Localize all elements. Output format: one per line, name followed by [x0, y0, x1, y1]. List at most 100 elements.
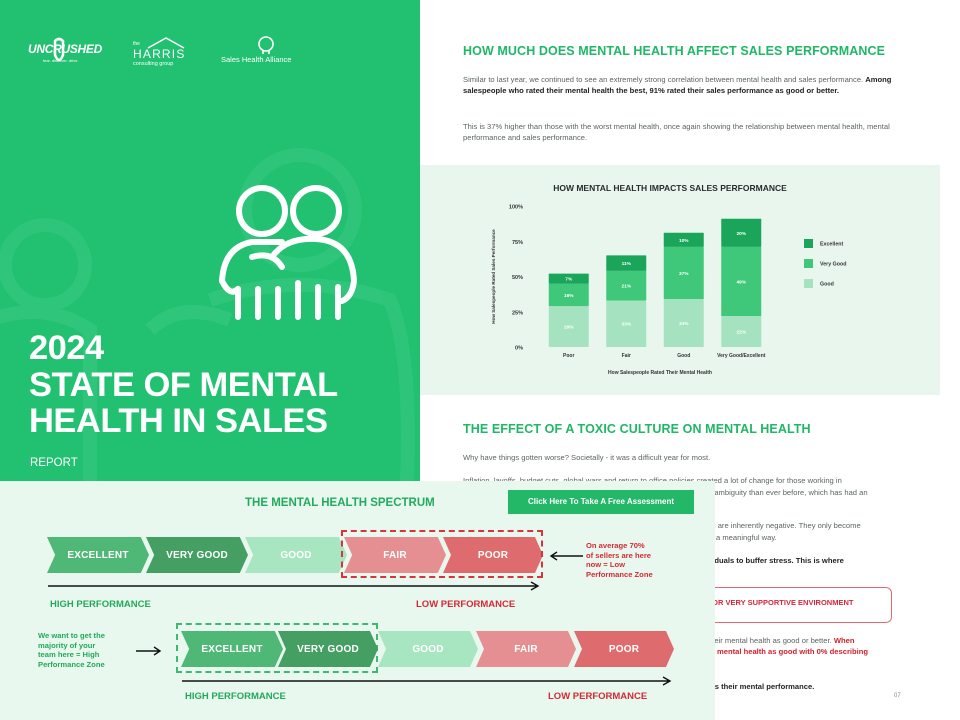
bar-segment	[548, 306, 589, 347]
bar-segment	[663, 246, 704, 300]
uncrushed-tagline: fear. discover. drive.	[43, 58, 79, 63]
bar-segment	[606, 255, 647, 271]
row2-very-good-chevron: VERY GOOD	[278, 631, 378, 667]
bar-segment	[721, 218, 762, 247]
free-assessment-button[interactable]: Click Here To Take A Free Assessment	[508, 490, 694, 514]
bar-segment	[606, 300, 647, 347]
bar-segment	[721, 246, 762, 316]
spectrum-title: THE MENTAL HEALTH SPECTRUM	[245, 497, 435, 509]
supportive-environment-callout: IVE OR VERY SUPPORTIVE ENVIRONMENT	[690, 587, 892, 623]
row1-left-arrow-icon	[549, 551, 583, 561]
row2-note-line-1: We want to get the	[38, 631, 105, 640]
row1-low-performance-label: LOW PERFORMANCE	[416, 599, 516, 610]
y-tick-label: 25%	[512, 310, 523, 316]
bar-segment	[606, 270, 647, 301]
legend-label: Very Good	[820, 262, 847, 268]
row2-high-performance-label: HIGH PERFORMANCE	[185, 691, 286, 702]
bar-value-label: 34%	[679, 321, 689, 327]
row2-good-chevron: GOOD	[378, 631, 478, 667]
bar-segment	[663, 299, 704, 347]
bar-value-label: 33%	[621, 322, 631, 328]
row2-fair-chevron: FAIR	[476, 631, 576, 667]
row1-note: On average 70% of sellers are here now =…	[586, 541, 653, 579]
bar-value-label: 29%	[564, 325, 574, 331]
row2-low-performance-label: LOW PERFORMANCE	[548, 691, 648, 702]
row1-very-good-chevron: VERY GOOD	[146, 537, 248, 573]
row1-excellent-chevron: EXCELLENT	[47, 537, 149, 573]
y-tick-label: 50%	[512, 275, 523, 281]
cover-title-year: 2024	[29, 329, 104, 367]
row1-note-line-4: Performance Zone	[586, 569, 653, 579]
legend-label: Excellent	[820, 242, 843, 248]
x-tick-label: Fair	[622, 353, 631, 359]
bar-segment	[663, 232, 704, 247]
section-title-performance: HOW MUCH DOES MENTAL HEALTH AFFECT SALES…	[463, 44, 886, 58]
row1-good-chevron: GOOD	[245, 537, 347, 573]
correlation-text: Similar to last year, we continued to se…	[463, 75, 864, 84]
bar-value-label: 49%	[736, 279, 746, 285]
row2-performance-arrow	[182, 676, 672, 686]
low-performance-zone-outline	[341, 530, 543, 578]
row1-high-performance-label: HIGH PERFORMANCE	[50, 599, 151, 610]
sales-health-alliance-text: Sales Health Alliance	[221, 55, 292, 64]
cover-title: 2024 STATE OF MENTAL HEALTH IN SALES	[29, 330, 338, 440]
page-number: 07	[894, 693, 901, 699]
cover-title-line-2: STATE OF MENTAL	[29, 365, 338, 404]
legend-swatch	[804, 239, 813, 248]
x-axis-label: How Salespeople Rated Their Mental Healt…	[608, 370, 712, 376]
row1-performance-arrow	[48, 581, 540, 591]
row2-note: We want to get the majority of your team…	[38, 631, 105, 669]
x-tick-label: Good	[677, 353, 690, 359]
y-tick-label: 100%	[509, 205, 523, 211]
people-icon	[219, 185, 357, 320]
bar-value-label: 22%	[736, 329, 746, 335]
paragraph-worse: Why have things gotten worse? Societally…	[463, 453, 711, 462]
stacked-bar-chart: 0% 25% 50% 75% 100% How Salespeople Rated Sal…	[491, 205, 847, 377]
bar-segment	[548, 283, 589, 307]
bar-value-label: 16%	[564, 293, 574, 299]
x-tick-label: Very Good/Excellent	[717, 353, 766, 359]
row1-note-line-3: now = Low	[586, 560, 626, 569]
paragraph-ambiguity: d ambiguity than ever before, which has …	[708, 488, 868, 497]
paragraph-inflation: Inflation, layoffs, budget cuts, global …	[463, 476, 842, 485]
callout-text: IVE OR VERY SUPPORTIVE ENVIRONMENT	[698, 598, 854, 607]
legend-label: Good	[820, 282, 834, 288]
row1-poor-chevron: POOR	[443, 537, 543, 573]
y-axis-label: How Salespeople Rated Sales Performance	[491, 229, 496, 324]
paragraph-mental-performance: cts their mental performance.	[708, 682, 815, 691]
legend-swatch	[804, 259, 813, 268]
paragraph-zero-percent: mental health as good with 0% describing	[717, 646, 917, 657]
correlation-highlight: Among salespeople who rated their mental…	[463, 75, 892, 95]
bar-value-label: 7%	[565, 277, 573, 283]
head-icon	[258, 36, 274, 54]
ribbon-icon	[53, 37, 65, 62]
harris-subtitle: consulting group	[133, 61, 174, 67]
row1-note-line-1: On average 70%	[586, 541, 645, 550]
row2-excellent-chevron: EXCELLENT	[181, 631, 283, 667]
row2-poor-chevron: POOR	[574, 631, 674, 667]
bar-value-label: 11%	[622, 261, 632, 267]
harris-wordmark: HARRIS	[133, 47, 186, 61]
zero-percent-text: mental health as good with 0% describing	[717, 647, 869, 656]
cover-title-line-3: HEALTH IN SALES	[29, 402, 328, 440]
house-icon	[147, 37, 185, 49]
chart-title: HOW MENTAL HEALTH IMPACTS SALES PERFORMA…	[553, 183, 787, 193]
good-or-better-text: their mental health as good or better.	[708, 636, 832, 645]
row1-fair-chevron: FAIR	[344, 537, 446, 573]
cover-subtitle: REPORT	[30, 457, 78, 469]
harris-the: the	[133, 41, 140, 47]
bar-value-label: 21%	[621, 284, 631, 290]
paragraph-good-or-better: their mental health as good or better. W…	[708, 635, 908, 646]
legend-swatch	[804, 279, 813, 288]
bar-value-label: 20%	[736, 231, 746, 237]
row2-right-arrow-icon	[136, 646, 162, 656]
when-text: When	[833, 636, 855, 645]
row2-note-line-2: majority of your	[38, 640, 96, 650]
paragraph-correlation: Similar to last year, we continued to se…	[463, 74, 903, 96]
report-cover: UNCRUSHED fear. discover. drive. the HAR…	[0, 0, 420, 520]
row1-note-line-2: of sellers are here	[586, 550, 652, 560]
bar-value-label: 10%	[679, 238, 689, 244]
x-tick-label: Poor	[563, 353, 574, 359]
row2-note-line-4: Performance Zone	[38, 659, 105, 669]
